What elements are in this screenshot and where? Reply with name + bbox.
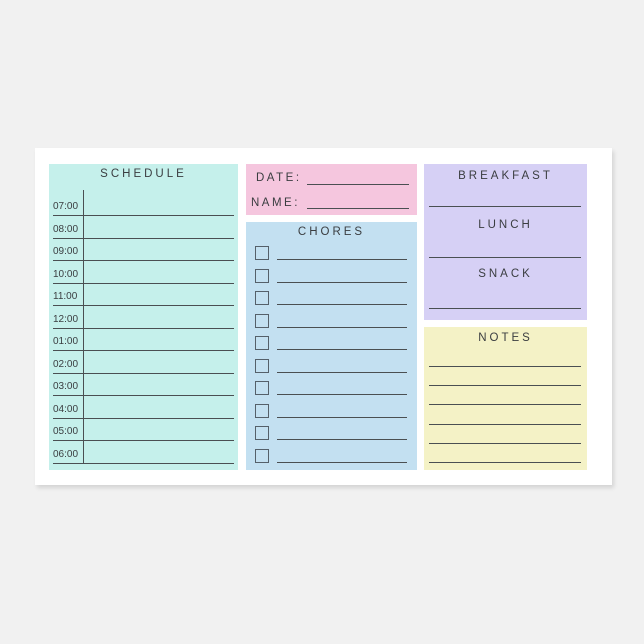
time-label: 06:00 xyxy=(53,448,79,460)
chore-line[interactable] xyxy=(277,439,407,440)
schedule-row-line[interactable] xyxy=(53,417,234,419)
schedule-section: SCHEDULE 07:00 08:00 09:00 10:00 11:00 12:00 0… xyxy=(49,164,238,470)
schedule-row-line[interactable] xyxy=(53,440,234,441)
time-label: 09:00 xyxy=(53,246,79,257)
date-name-section: DATE: NAME: xyxy=(246,164,417,215)
time-label: 08:00 xyxy=(53,223,79,235)
schedule-row-line[interactable] xyxy=(53,260,234,261)
schedule-row-line[interactable] xyxy=(53,305,234,306)
lunch-title: LUNCH xyxy=(478,219,533,231)
notes-line[interactable] xyxy=(429,404,581,406)
time-label: 03:00 xyxy=(53,381,79,392)
chore-line[interactable] xyxy=(277,281,407,283)
chore-line[interactable] xyxy=(277,394,407,395)
snack-title: SNACK xyxy=(478,268,533,280)
chore-checkbox[interactable] xyxy=(255,246,269,260)
notes-line[interactable] xyxy=(429,423,581,425)
schedule-divider xyxy=(83,190,84,464)
chore-line[interactable] xyxy=(277,461,407,463)
chore-checkbox[interactable] xyxy=(255,448,269,463)
chore-checkbox[interactable] xyxy=(255,313,269,328)
name-field[interactable] xyxy=(307,208,409,209)
schedule-row-line[interactable] xyxy=(53,372,234,374)
schedule-row-line[interactable] xyxy=(53,282,234,284)
chore-checkbox[interactable] xyxy=(255,403,269,418)
chores-title: CHORES xyxy=(297,226,366,238)
chore-checkbox[interactable] xyxy=(255,426,269,440)
schedule-row-line[interactable] xyxy=(53,215,234,216)
chore-checkbox[interactable] xyxy=(255,291,269,305)
notes-line[interactable] xyxy=(429,442,581,444)
chore-line[interactable] xyxy=(277,326,407,328)
chore-line[interactable] xyxy=(277,259,407,260)
chore-checkbox[interactable] xyxy=(255,336,269,350)
chore-line[interactable] xyxy=(277,304,407,305)
time-label: 07:00 xyxy=(53,201,79,212)
name-label: NAME: xyxy=(251,197,300,209)
time-label: 05:00 xyxy=(53,426,79,437)
chore-checkbox[interactable] xyxy=(255,268,269,283)
date-field[interactable] xyxy=(307,184,409,185)
lunch-line[interactable] xyxy=(429,257,581,258)
date-label: DATE: xyxy=(256,172,302,184)
chore-line[interactable] xyxy=(277,349,407,350)
breakfast-line[interactable] xyxy=(429,206,581,207)
schedule-row-line[interactable] xyxy=(53,237,234,239)
chore-line[interactable] xyxy=(277,416,407,418)
time-label: 11:00 xyxy=(53,291,78,302)
chore-checkbox[interactable] xyxy=(255,381,269,395)
time-label: 10:00 xyxy=(53,268,79,280)
schedule-row-line[interactable] xyxy=(53,462,234,464)
time-label: 02:00 xyxy=(53,358,79,370)
notes-section: NOTES xyxy=(424,327,587,470)
breakfast-title: BREAKFAST xyxy=(458,170,553,182)
chores-section: CHORES xyxy=(246,222,417,470)
notes-line[interactable] xyxy=(429,462,581,463)
chore-checkbox[interactable] xyxy=(255,358,269,373)
schedule-row-line[interactable] xyxy=(53,350,234,351)
schedule-row-line[interactable] xyxy=(53,327,234,329)
schedule-title: SCHEDULE xyxy=(100,168,187,180)
notes-line[interactable] xyxy=(429,385,581,387)
notes-title: NOTES xyxy=(478,332,533,344)
time-label: 01:00 xyxy=(53,336,79,347)
snack-line[interactable] xyxy=(429,308,581,309)
meals-section: BREAKFAST LUNCH SNACK xyxy=(424,164,587,320)
chore-line[interactable] xyxy=(277,371,407,373)
notes-line[interactable] xyxy=(429,366,581,367)
schedule-row-line[interactable] xyxy=(53,395,234,396)
time-label: 04:00 xyxy=(53,403,79,415)
time-label: 12:00 xyxy=(53,313,79,325)
